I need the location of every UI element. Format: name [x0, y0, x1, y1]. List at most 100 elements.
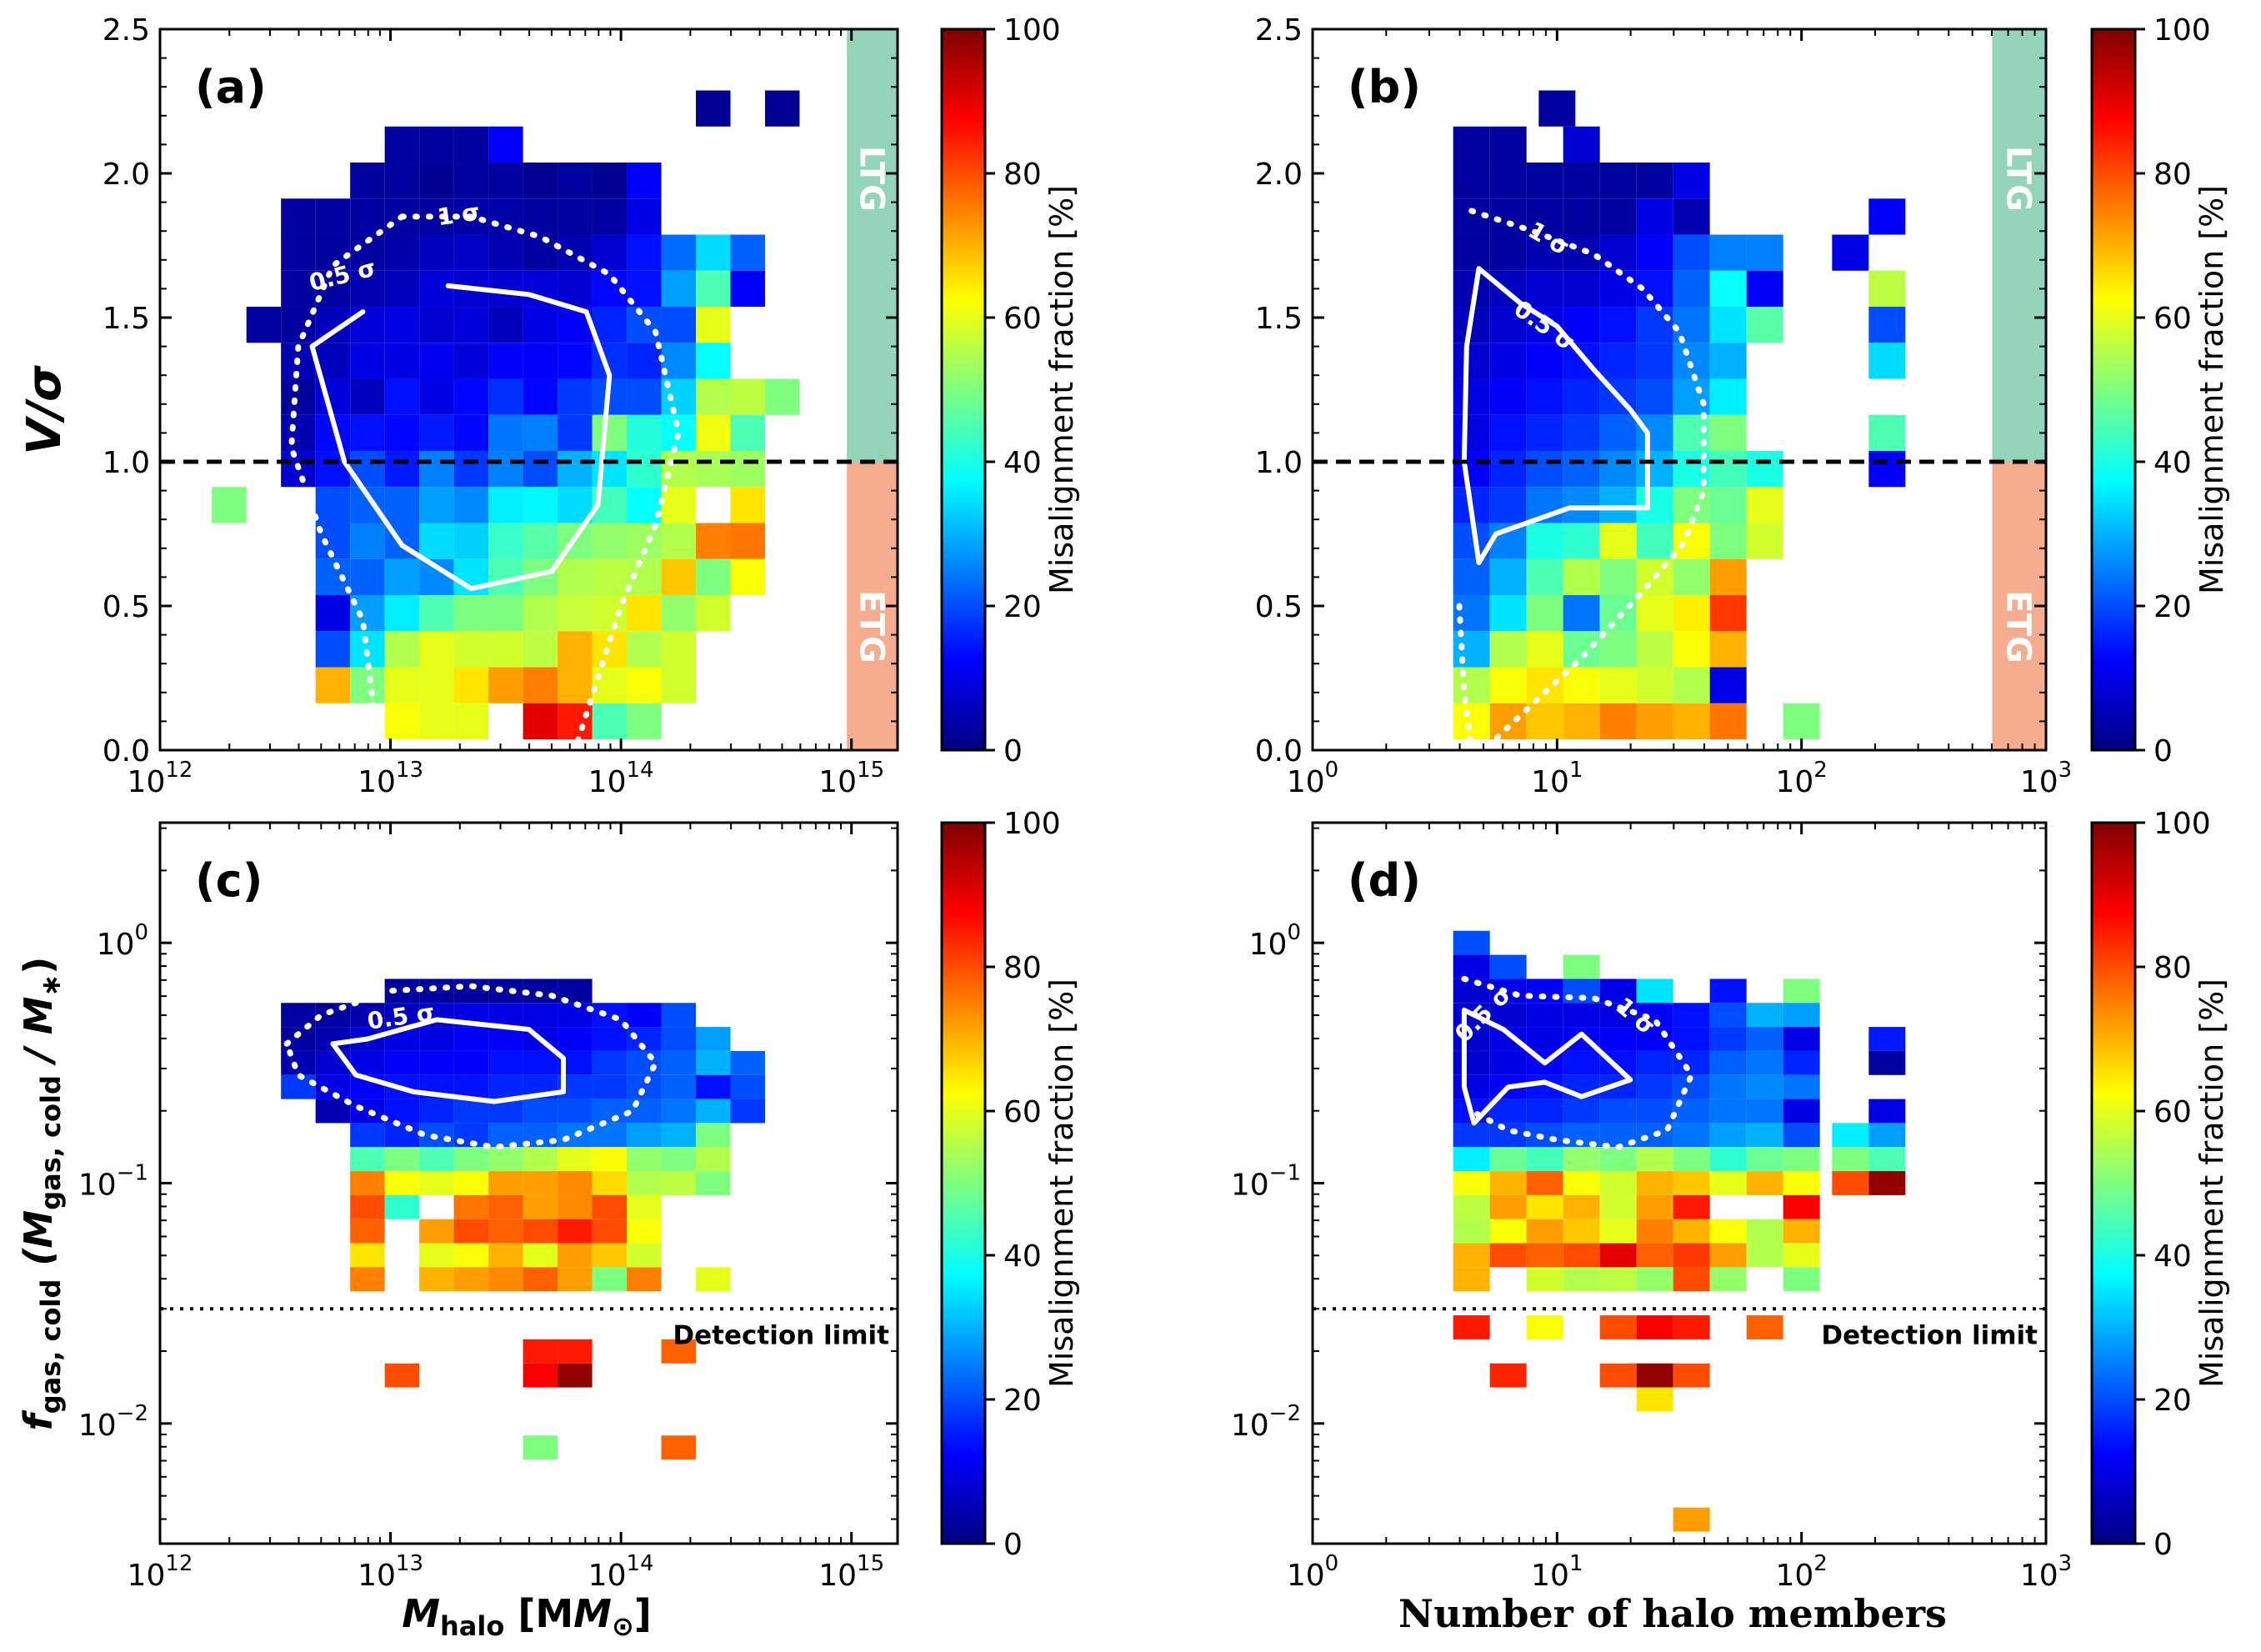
heat-cell [1673, 558, 1710, 596]
x-ticks-c: 1012 1013 1014 1015 [128, 823, 884, 1593]
heat-cell [1489, 1050, 1527, 1075]
heat-cell [558, 1267, 593, 1292]
heat-cell [488, 414, 523, 452]
heat-cell [558, 1171, 593, 1195]
heat-cell [419, 234, 454, 271]
heat-cell [488, 1123, 523, 1148]
heat-cell [1599, 595, 1637, 632]
heat-cell [1489, 1243, 1527, 1268]
heat-cell [627, 1099, 662, 1124]
heat-cell [1599, 1099, 1637, 1124]
heat-cell [1673, 703, 1710, 740]
heat-cell [523, 1339, 558, 1364]
heat-cell [384, 414, 420, 452]
heat-cell [1599, 1027, 1637, 1051]
heat-cell [419, 1027, 454, 1051]
heat-cell [1709, 1074, 1747, 1099]
x-tick-label: 1014 [588, 1551, 654, 1593]
colorbar-tick-label: 60 [2153, 302, 2192, 336]
heat-cell [558, 198, 593, 235]
colorbar: 0 20 40 60 80 100 Misalignment fraction [%] [940, 13, 1080, 768]
heat-cell [1453, 631, 1490, 668]
heat-cell [696, 1074, 731, 1099]
heat-cell [1526, 1219, 1563, 1244]
heat-cell [384, 307, 420, 343]
heat-cell [419, 270, 454, 308]
heat-cell [419, 163, 454, 199]
heat-cell [1832, 1171, 1869, 1195]
heat-cell [1868, 307, 1906, 343]
heat-cell [627, 703, 662, 740]
heat-cell [1453, 126, 1490, 163]
heat-cell [1783, 1243, 1820, 1268]
heat-cell [1489, 703, 1527, 740]
y-tick-label: 0.5 [103, 590, 150, 624]
heat-cell [696, 1050, 731, 1075]
heat-cell [1636, 414, 1673, 452]
heat-cell [592, 558, 628, 596]
heat-cell [523, 667, 558, 703]
x-tick-label: 1015 [818, 1551, 884, 1593]
heat-cell [627, 1171, 662, 1195]
heat-cell [419, 1050, 454, 1075]
heat-cell [558, 1243, 593, 1268]
heat-cell [1709, 270, 1747, 308]
heat-cell [1538, 90, 1576, 127]
heat-cell [1599, 979, 1637, 1004]
colorbar-gradient [940, 821, 987, 1545]
heat-cell [488, 307, 523, 343]
heat-cell [1783, 1267, 1820, 1292]
heat-cell [281, 1050, 316, 1075]
heat-cell [1453, 1123, 1490, 1148]
heat-cell [1673, 307, 1710, 343]
heat-cell [523, 1243, 558, 1268]
colorbar-gradient [940, 28, 987, 752]
heat-cell [523, 487, 558, 523]
etg-label: ETG [1999, 590, 2038, 663]
heat-cell [523, 1194, 558, 1219]
heat-cell [627, 451, 662, 488]
heat-cell [1563, 270, 1600, 308]
heat-cell [523, 343, 558, 379]
heat-cell [384, 1194, 420, 1219]
heat-cell [627, 631, 662, 668]
heat-cell [1783, 1194, 1820, 1219]
y-tick-label: 0.0 [1255, 734, 1303, 768]
heat-cell [384, 558, 420, 596]
heat-cell [1709, 307, 1747, 343]
heat-cell [488, 451, 523, 488]
heat-cell [281, 1003, 316, 1028]
heat-cell [696, 1267, 731, 1292]
heat-cell [1709, 234, 1747, 271]
heat-cell [1453, 163, 1490, 199]
panel-label-a: (a) [195, 61, 267, 113]
heat-cell [1709, 1099, 1747, 1124]
heat-cell [453, 1267, 489, 1292]
heat-cell [453, 703, 489, 740]
heat-cell [730, 451, 765, 488]
heat-cell [661, 1339, 697, 1364]
heat-cell [558, 1219, 593, 1244]
y-axis-label-vsig: V/σ [18, 365, 72, 455]
heat-cell [1453, 1243, 1490, 1268]
heat-cell [523, 307, 558, 343]
heat-cell [1709, 1123, 1747, 1148]
heat-cell [1636, 1074, 1673, 1099]
band-ltg-a [847, 29, 898, 462]
heat-cell [1673, 1147, 1710, 1172]
band-ltg-b [1992, 29, 2046, 462]
heat-cell [523, 198, 558, 235]
heat-cell [523, 1147, 558, 1172]
heat-cell [1563, 1243, 1600, 1268]
x-tick-label: 100 [1287, 758, 1338, 799]
heat-cell [1783, 1027, 1820, 1051]
heat-cell [453, 1027, 489, 1051]
heat-cell [1636, 1099, 1673, 1124]
heat-cell [1489, 234, 1527, 271]
heat-cell [523, 378, 558, 415]
y-ticks-a: 0.0 0.5 1.0 1.5 2.0 2.5 [103, 13, 898, 768]
heat-cell [1673, 667, 1710, 703]
heat-cell [419, 451, 454, 488]
heat-cell [1526, 667, 1563, 703]
